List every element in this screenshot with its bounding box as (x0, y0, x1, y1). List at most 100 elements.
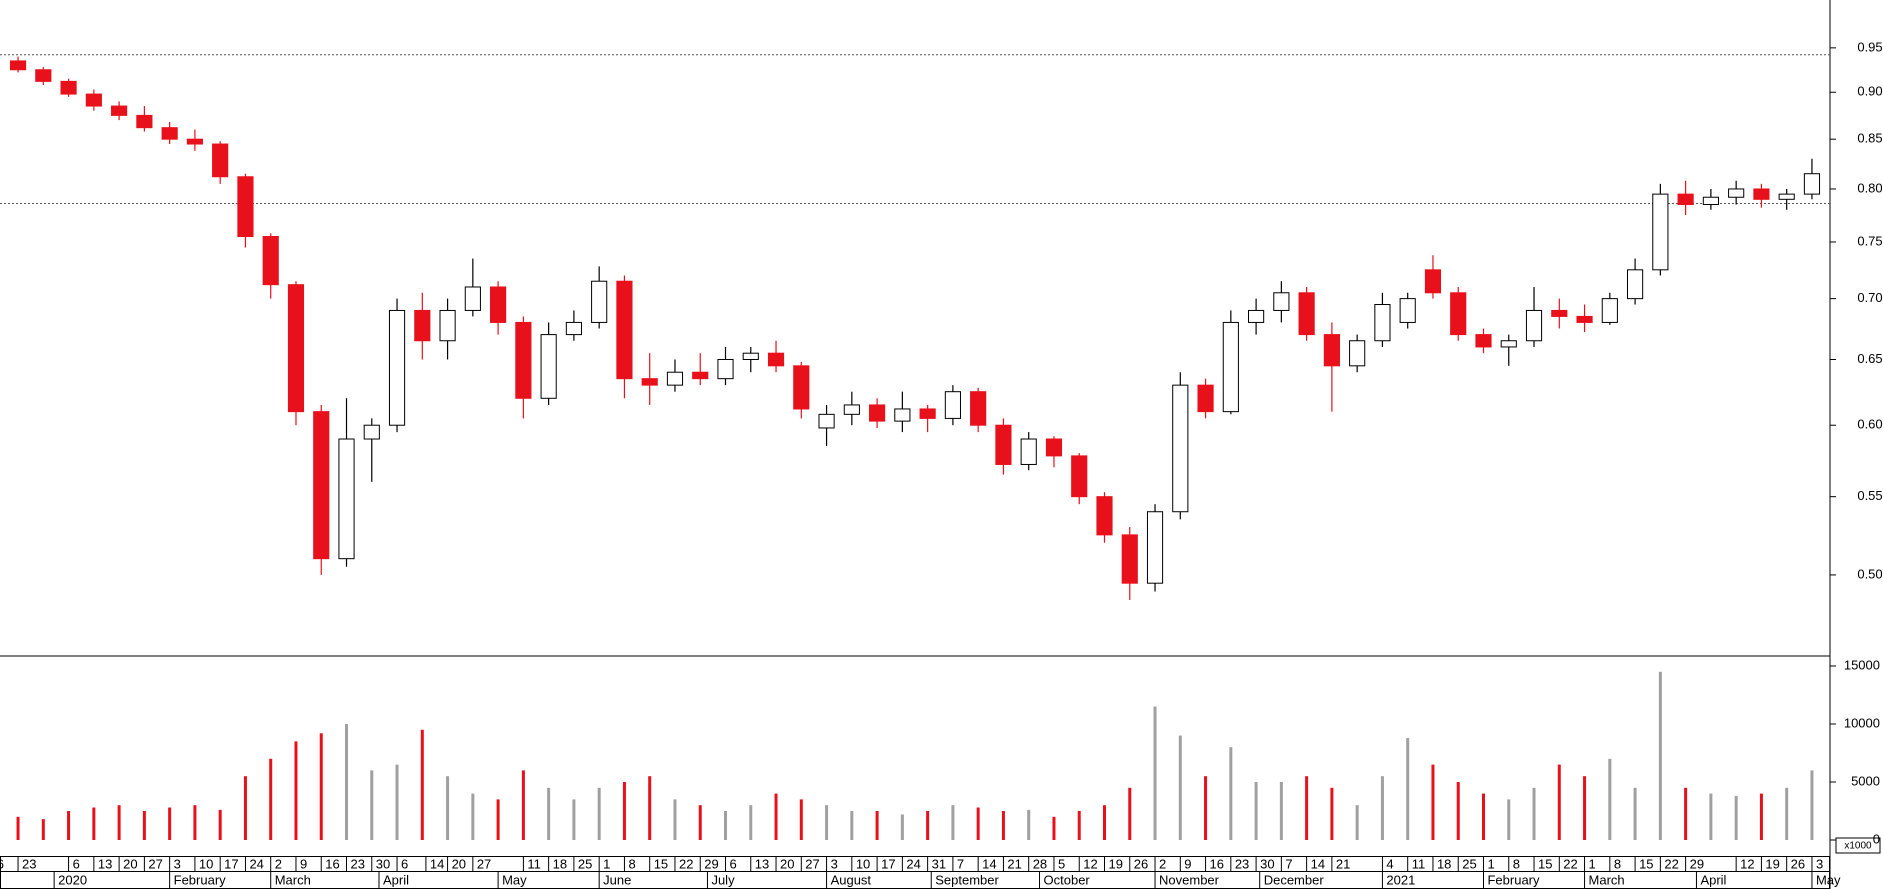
x-tick-label: 28 (1033, 856, 1047, 871)
month-label: February (1487, 872, 1540, 887)
candle-body (313, 411, 330, 560)
candle-body (666, 371, 684, 386)
candle-body (1601, 298, 1618, 323)
candle-body (1096, 496, 1113, 536)
x-tick-label: 8 (1513, 856, 1520, 871)
x-tick-label: 10 (199, 856, 213, 871)
x-tick-label: 2 (1159, 856, 1166, 871)
x-tick-label: 26 (1134, 856, 1148, 871)
x-tick-label: 19 (1108, 856, 1122, 871)
candle-body (1424, 269, 1442, 294)
candle-body (540, 334, 557, 399)
volume-bar (698, 805, 702, 840)
y-tick-label: 0.95 (1857, 39, 1882, 54)
x-tick-label: 19 (1765, 856, 1779, 871)
x-tick-label: 3 (831, 856, 838, 871)
x-tick-label: 30 (1260, 856, 1274, 871)
candle-body (1500, 340, 1517, 348)
candle-body (1146, 511, 1164, 584)
x-tick-label: 22 (1664, 856, 1678, 871)
month-label: April (1700, 872, 1726, 887)
volume-bar (446, 776, 450, 840)
candle-body (1399, 298, 1416, 323)
candle-body (414, 309, 431, 342)
x-tick-label: 15 (1639, 856, 1653, 871)
x-tick-label: 27 (477, 856, 491, 871)
volume-bar (622, 781, 626, 840)
x-tick-label: 22 (1563, 856, 1577, 871)
candle-body (1753, 188, 1770, 200)
x-tick-label: 22 (679, 856, 693, 871)
x-tick-label: 1 (603, 856, 610, 871)
month-label: February (174, 872, 227, 887)
x-tick-label: 14 (430, 856, 444, 871)
y-tick-label: 0.50 (1857, 566, 1882, 581)
volume-bar (926, 810, 930, 840)
volume-bar (1709, 793, 1713, 840)
candle-body (1728, 188, 1745, 198)
x-tick-label: 1 (1487, 856, 1494, 871)
x-tick-label: 8 (628, 856, 635, 871)
volume-unit: x1000 (1844, 841, 1872, 852)
x-tick-label: 4 (1386, 856, 1393, 871)
x-tick-label: 18 (1437, 856, 1451, 871)
volume-bar (724, 810, 728, 840)
volume-bar (1204, 776, 1208, 840)
x-tick-label: 30 (376, 856, 390, 871)
x-tick-label: 26 (1791, 856, 1805, 871)
x-tick-label: 10 (856, 856, 870, 871)
x-tick-label: 18 (553, 856, 567, 871)
volume-tick-label: 5000 (1851, 773, 1880, 788)
candle-body (363, 424, 380, 440)
month-label: May (1816, 872, 1841, 887)
volume-bar (92, 807, 96, 840)
month-label: August (831, 872, 872, 887)
x-tick-label: 20 (123, 856, 137, 871)
volume-bar (1481, 793, 1485, 840)
candle-body (111, 105, 128, 116)
candle-body (439, 309, 456, 342)
candle-body (237, 176, 254, 238)
x-tick-label: 7 (1285, 856, 1292, 871)
volume-bar (850, 810, 854, 840)
candle-body (1803, 173, 1821, 195)
candle-body (1450, 292, 1467, 336)
candle-body (616, 280, 633, 380)
candle-body (919, 408, 936, 419)
x-tick-label: 23 (22, 856, 36, 871)
month-label: December (1264, 872, 1325, 887)
candle-body (60, 80, 77, 95)
volume-bar (345, 723, 349, 840)
volume-bar (420, 729, 424, 840)
volume-bar (1153, 706, 1157, 840)
candle-body (1627, 269, 1644, 300)
x-tick-label: 6 (730, 856, 737, 871)
month-label: November (1159, 872, 1220, 887)
x-tick-label: 27 (805, 856, 819, 871)
candle-body (1551, 309, 1568, 317)
candle-body (1273, 292, 1290, 311)
x-tick-label: 31 (932, 856, 946, 871)
candle-body (1576, 315, 1593, 323)
candle-body (1020, 438, 1037, 465)
volume-bar (749, 805, 753, 840)
x-tick-label: 21 (1007, 856, 1021, 871)
x-tick-label: 9 (300, 856, 307, 871)
candle-body (970, 391, 987, 426)
candle-body (1349, 340, 1366, 367)
candle-body (1071, 455, 1088, 498)
x-tick-label: 15 (1538, 856, 1552, 871)
candle-body (1045, 438, 1063, 457)
volume-bar (1077, 810, 1081, 840)
x-tick-label: 6 (0, 856, 4, 871)
volume-bar (67, 810, 71, 840)
volume-bar (1330, 787, 1334, 840)
volume-bar (269, 758, 273, 840)
x-tick-label: 11 (527, 856, 541, 871)
x-tick-label: 11 (1412, 856, 1426, 871)
candle-body (1222, 321, 1239, 413)
x-tick-label: 6 (401, 856, 408, 871)
volume-bar (1658, 671, 1662, 840)
